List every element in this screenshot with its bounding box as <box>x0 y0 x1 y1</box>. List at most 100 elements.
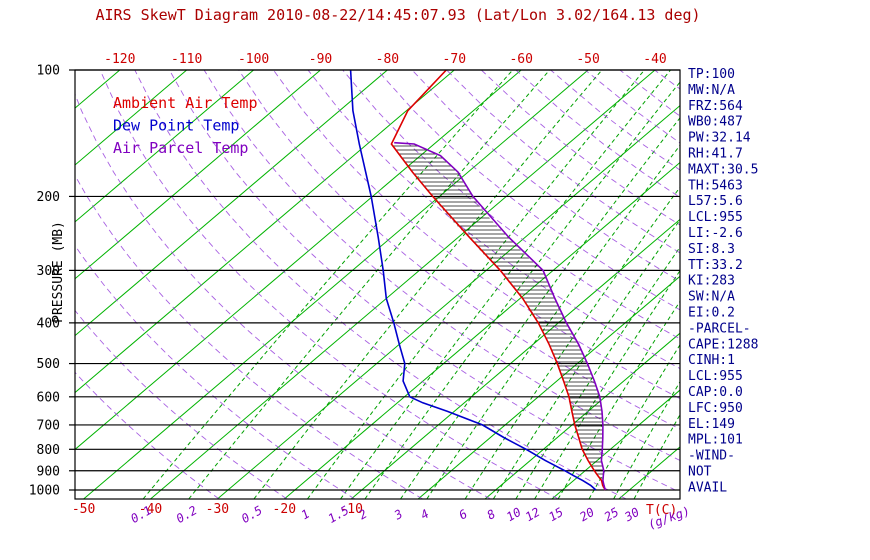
dry-adiabat-line <box>238 70 680 430</box>
stat-line: CINH:1 <box>688 353 735 368</box>
dewpoint-curve <box>349 70 597 491</box>
isotherm-line <box>75 70 388 337</box>
isotherm-line <box>484 332 680 499</box>
mixing-ratio-line <box>515 246 680 499</box>
dry-adiabat-line <box>446 70 680 254</box>
dry-adiabat-lines <box>75 70 680 499</box>
mixing-ratio-label: 12 <box>523 505 543 524</box>
top-temp-label: -110 <box>171 52 202 67</box>
pressure-axis-labels: 100 200 300 400 500 600 700 800 900 1000 <box>29 64 60 499</box>
isotherm-line <box>350 218 680 499</box>
stat-line: LCL:955 <box>688 369 743 384</box>
mixing-ratio-label: 4 <box>418 507 431 523</box>
stat-line: PW:32.14 <box>688 131 751 146</box>
isotherm-line <box>551 389 680 499</box>
dry-adiabat-line <box>134 70 627 499</box>
plot-border <box>74 69 681 500</box>
isotherm-line <box>83 70 589 499</box>
mixing-ratio-label: 20 <box>577 505 597 524</box>
stat-line: WB0:487 <box>688 115 743 130</box>
mixing-ratio-line <box>557 300 680 499</box>
sounding-curves <box>349 70 607 491</box>
pressure-label: 900 <box>37 464 60 479</box>
isotherm-line <box>75 70 254 223</box>
pressure-label: 700 <box>37 418 60 433</box>
mixing-ratio-line <box>633 413 680 499</box>
isotherm-line <box>217 104 680 499</box>
top-temp-label: -100 <box>238 52 269 67</box>
dry-adiabat-line <box>342 70 680 340</box>
mixing-ratio-label: 8 <box>485 507 498 523</box>
pressure-label: 600 <box>37 390 60 405</box>
pressure-label: 500 <box>37 357 60 372</box>
pressure-label: 300 <box>37 264 60 279</box>
legend-item: Dew Point Temp <box>113 117 239 135</box>
legend-item: Air Parcel Temp <box>113 139 248 157</box>
stat-line: MPL:101 <box>688 433 743 448</box>
mixing-ratio-line <box>426 144 680 499</box>
stat-line: AVAIL <box>688 480 727 495</box>
legend-item: Ambient Air Temp <box>113 94 258 112</box>
stats-panel: TP:100MW:N/AFRZ:564WB0:487PW:32.14RH:41.… <box>688 67 758 495</box>
top-temp-label: -70 <box>443 52 466 67</box>
stat-line: L57:5.6 <box>688 194 743 209</box>
stat-line: LCL:955 <box>688 210 743 225</box>
stat-line: NOT <box>688 465 712 480</box>
cape-hatch-polygon <box>391 142 604 481</box>
dry-adiabat-line <box>169 70 680 493</box>
bottom-temp-label: -10 <box>339 502 362 517</box>
bottom-temp-label: -20 <box>273 502 296 517</box>
dry-adiabat-line <box>273 70 680 400</box>
mixing-ratio-line <box>492 219 680 499</box>
mixing-ratio-label: 3 <box>391 507 405 523</box>
stat-line: -PARCEL- <box>688 321 751 336</box>
stat-line: TT:33.2 <box>688 258 743 273</box>
stat-line: KI:283 <box>688 274 735 289</box>
mixing-ratio-label: 10 <box>504 505 524 524</box>
mixing-ratio-label: 0.2 <box>174 503 200 526</box>
bottom-temp-label: -40 <box>139 502 162 517</box>
stat-line: EI:0.2 <box>688 306 735 321</box>
mixing-ratio-line <box>588 343 680 499</box>
stat-line: CAPE:1288 <box>688 337 758 352</box>
isotherm-line <box>75 70 455 394</box>
mixing-ratio-label: 25 <box>602 505 622 524</box>
stat-line: TH:5463 <box>688 178 743 193</box>
mixing-ratio-label: 6 <box>456 507 469 523</box>
mixing-ratio-line <box>340 70 671 499</box>
mixing-ratio-line <box>364 81 680 499</box>
isotherm-line <box>75 70 522 451</box>
stat-line: EL:149 <box>688 417 735 432</box>
isotherm-lines <box>75 70 680 499</box>
mixing-ratio-label: 15 <box>546 505 566 524</box>
mixing-ratio-label: 2 <box>356 507 369 523</box>
legend: Ambient Air Temp Dew Point Temp Air Parcel… <box>113 94 258 157</box>
stat-line: TP:100 <box>688 67 735 82</box>
isotherm-line <box>417 275 680 499</box>
mixing-ratio-label: 30 <box>621 505 641 525</box>
chart-title: AIRS SkewT Diagram 2010-08-22/14:45:07.9… <box>95 6 700 24</box>
pressure-label: 400 <box>37 316 60 331</box>
dry-adiabat-line <box>75 174 423 499</box>
pressure-label: 800 <box>37 443 60 458</box>
stat-line: FRZ:564 <box>688 99 743 114</box>
stat-line: CAP:0.0 <box>688 385 743 400</box>
stat-line: RH:41.7 <box>688 147 743 162</box>
top-temp-axis: -120 -110 -100 -90 -80 -70 -60 -50 -40 <box>104 52 667 67</box>
stat-line: LI:-2.6 <box>688 226 743 241</box>
plot-frame <box>74 69 681 500</box>
mixing-ratio-label: 1 <box>299 507 312 523</box>
dry-adiabat-line <box>75 92 491 499</box>
dry-adiabat-line <box>75 309 288 499</box>
dry-adiabat-line <box>75 244 355 499</box>
isotherm-line <box>75 70 188 166</box>
top-temp-label: -120 <box>104 52 135 67</box>
dry-adiabat-line <box>376 70 680 311</box>
top-temp-label: -90 <box>309 52 332 67</box>
stat-line: MW:N/A <box>688 83 735 98</box>
mixing-ratio-line <box>253 70 603 499</box>
mixing-ratio-line <box>464 186 680 499</box>
mixing-ratio-line <box>188 70 550 499</box>
pressure-label: 100 <box>37 64 60 79</box>
